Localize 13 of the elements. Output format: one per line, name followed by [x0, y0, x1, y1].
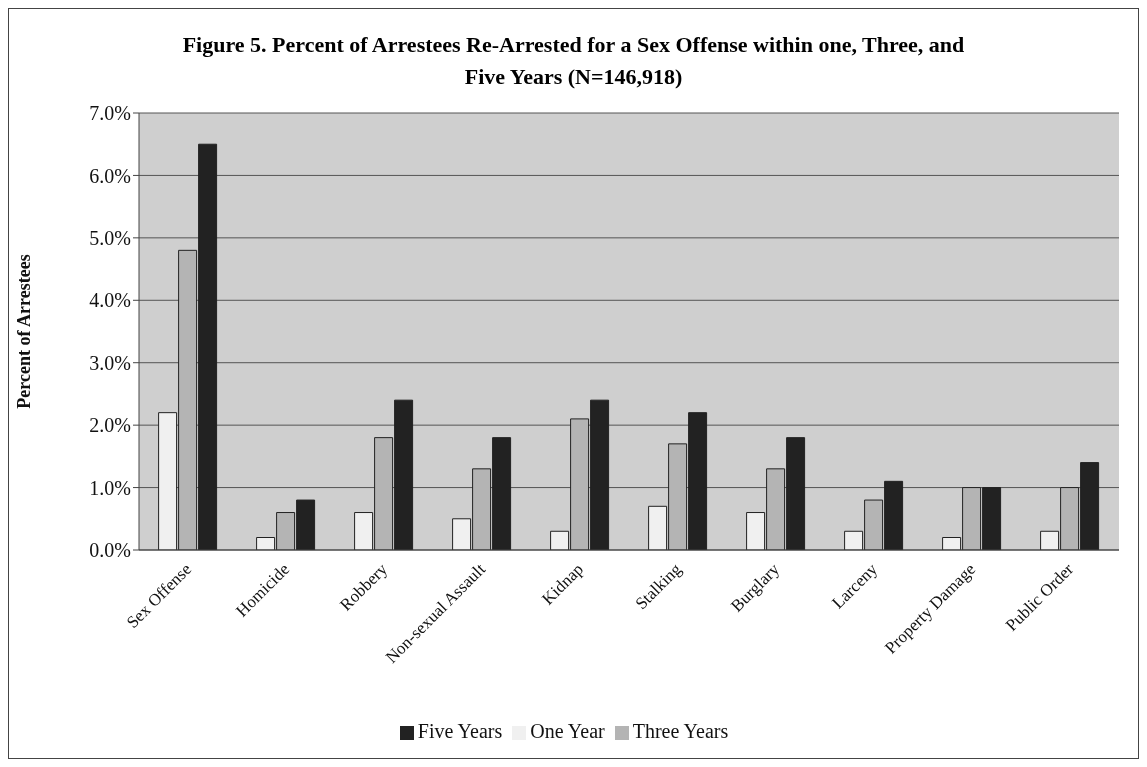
legend-label: Five Years: [417, 720, 503, 742]
y-axis-title: Percent of Arrestees: [14, 254, 35, 409]
legend-label: One Year: [530, 720, 605, 742]
y-tick-label: 7.0%: [89, 102, 131, 125]
y-tick-label: 4.0%: [89, 289, 131, 312]
y-tick-label: 6.0%: [89, 164, 131, 187]
y-tick-label: 2.0%: [89, 414, 131, 437]
y-tick-label: 0.0%: [89, 539, 131, 562]
y-tick-label: 3.0%: [89, 351, 131, 374]
y-tick-label: 1.0%: [89, 476, 131, 499]
y-tick-label: 5.0%: [89, 226, 131, 249]
chart-title: Figure 5. Percent of Arrestees Re-Arrested for a Sex Offense within one, Three, and Five Years (N=146,918): [181, 31, 966, 91]
legend-label: Three Years: [632, 720, 729, 742]
